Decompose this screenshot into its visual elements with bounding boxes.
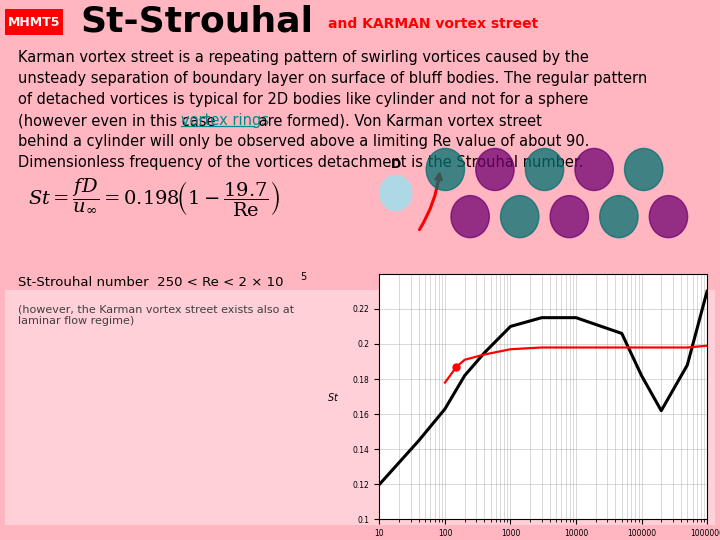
Text: and KARMAN vortex street: and KARMAN vortex street [328, 17, 539, 31]
Text: (however, the Karman vortex street exists also at
laminar flow regime): (however, the Karman vortex street exist… [18, 304, 294, 326]
Text: are formed). Von Karman vortex street: are formed). Von Karman vortex street [254, 113, 542, 128]
Text: of detached vortices is typical for 2D bodies like cylinder and not for a sphere: of detached vortices is typical for 2D b… [18, 92, 588, 107]
Text: Karman vortex street is a repeating pattern of swirling vortices caused by the: Karman vortex street is a repeating patt… [18, 50, 589, 65]
Text: Dimensionless frequency of the vortices detachment is the Strouhal number.: Dimensionless frequency of the vortices … [18, 155, 583, 170]
Text: (however even in this case: (however even in this case [18, 113, 220, 128]
Text: 5: 5 [300, 272, 306, 282]
Text: vortex rings: vortex rings [181, 113, 269, 128]
Text: $St = \dfrac{fD}{u_{\infty}} = 0.198\!\left(1 - \dfrac{19.7}{\mathrm{Re}}\right): $St = \dfrac{fD}{u_{\infty}} = 0.198\!\l… [28, 177, 280, 219]
Circle shape [575, 148, 613, 191]
Circle shape [649, 195, 688, 238]
Circle shape [476, 148, 514, 191]
Text: D: D [391, 158, 401, 171]
Circle shape [426, 148, 464, 191]
Text: behind a cylinder will only be observed above a limiting Re value of about 90.: behind a cylinder will only be observed … [18, 134, 590, 149]
FancyBboxPatch shape [5, 9, 63, 35]
Circle shape [500, 195, 539, 238]
FancyBboxPatch shape [5, 290, 715, 525]
Circle shape [451, 195, 490, 238]
Circle shape [380, 176, 412, 211]
Text: unsteady separation of boundary layer on surface of bluff bodies. The regular pa: unsteady separation of boundary layer on… [18, 71, 647, 86]
Text: $St$: $St$ [328, 390, 340, 403]
Circle shape [624, 148, 663, 191]
Text: St-Strouhal number  250 < Re < 2 × 10: St-Strouhal number 250 < Re < 2 × 10 [18, 275, 284, 288]
Circle shape [526, 148, 564, 191]
Text: MHMT5: MHMT5 [8, 16, 60, 29]
Circle shape [550, 195, 588, 238]
Circle shape [600, 195, 638, 238]
Text: St-Strouhal: St-Strouhal [80, 5, 313, 39]
